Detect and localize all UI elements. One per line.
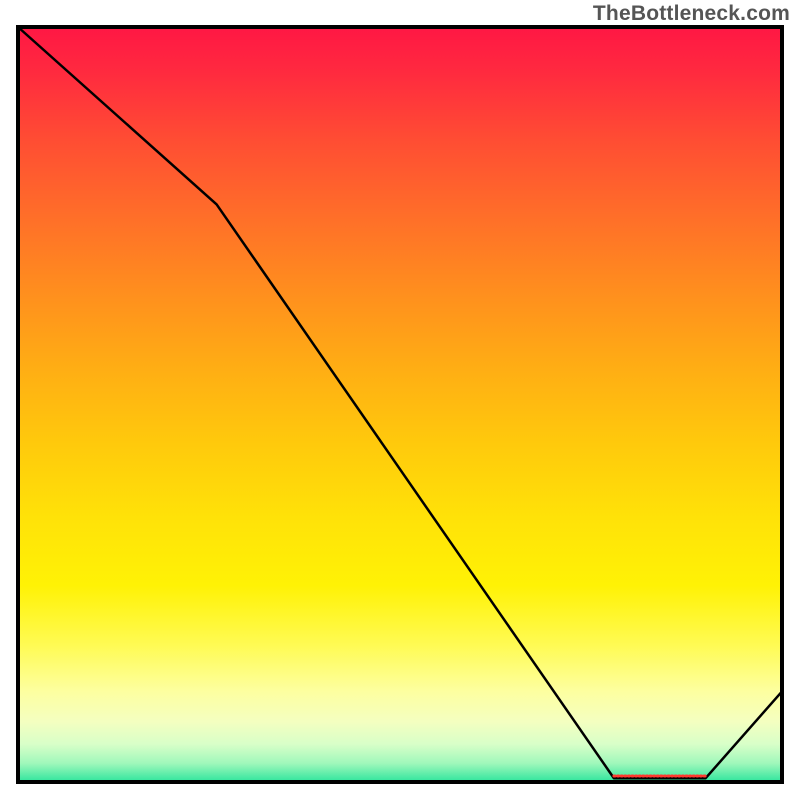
chart-gradient-background [18, 27, 782, 782]
bottleneck-chart [0, 0, 800, 800]
watermark-text: TheBottleneck.com [593, 2, 790, 26]
